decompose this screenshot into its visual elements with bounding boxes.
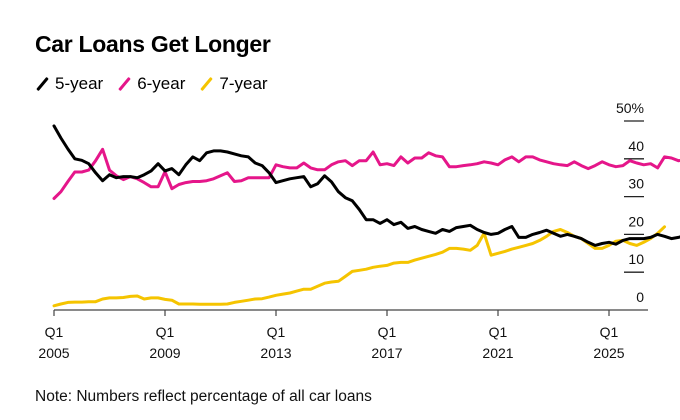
- y-tick-label: 40: [628, 138, 644, 154]
- y-tick-label: 30: [628, 176, 644, 192]
- x-tick-label-year: 2025: [593, 345, 624, 361]
- x-tick-label-year: 2021: [482, 345, 513, 361]
- series-line-5-year: [52, 124, 680, 247]
- x-tick-label-year: 2005: [38, 345, 69, 361]
- y-tick-label: 10: [628, 251, 644, 267]
- x-tick-label-quarter: Q1: [378, 324, 397, 340]
- x-tick-label-quarter: Q1: [45, 324, 64, 340]
- y-axis: 50% 40 30 20 10 0: [616, 100, 644, 305]
- x-tick-label-quarter: Q1: [600, 324, 619, 340]
- x-tick-label-quarter: Q1: [156, 324, 175, 340]
- series-line-6-year: [52, 147, 680, 200]
- legend-label-6-year: 6-year: [137, 74, 186, 93]
- x-tick-label-quarter: Q1: [267, 324, 286, 340]
- series-line-7-year: [52, 225, 666, 308]
- x-tick-label-year: 2013: [260, 345, 291, 361]
- series-layer: [52, 124, 680, 308]
- legend: 5-year 6-year 7-year: [35, 74, 282, 94]
- y-tick-label: 0: [636, 289, 644, 305]
- x-tick-label-year: 2009: [149, 345, 180, 361]
- chart-note: Note: Numbers reflect percentage of all …: [35, 388, 372, 405]
- y-tick-label: 20: [628, 213, 644, 229]
- x-tick-label-year: 2017: [371, 345, 402, 361]
- x-tick-label-quarter: Q1: [489, 324, 508, 340]
- x-axis: Q1 2005 Q1 2009 Q1 2013 Q1 2017 Q1 2021 Q1 2025: [38, 309, 648, 361]
- chart-title: Car Loans Get Longer: [35, 31, 271, 57]
- y-tick-label: 50%: [616, 100, 644, 116]
- legend-item-7-year: 7-year: [199, 74, 267, 94]
- legend-item-6-year: 6-year: [117, 74, 185, 94]
- legend-label-7-year: 7-year: [219, 74, 268, 93]
- legend-label-5-year: 5-year: [55, 74, 104, 93]
- legend-item-5-year: 5-year: [35, 74, 103, 94]
